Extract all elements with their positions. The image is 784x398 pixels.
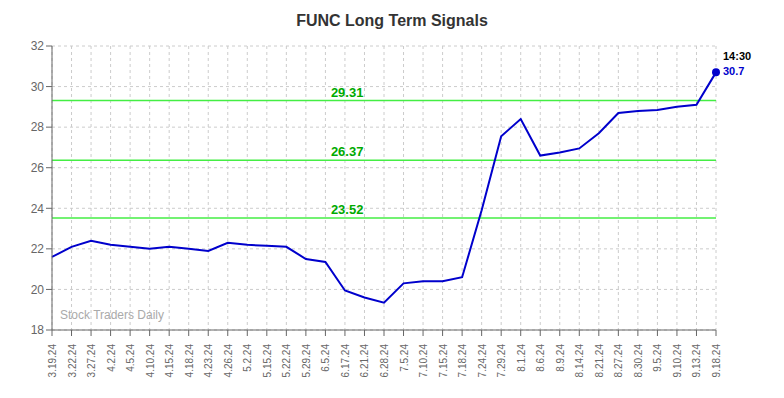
svg-text:6.28.24: 6.28.24 [379, 344, 390, 378]
svg-text:22: 22 [31, 242, 45, 256]
svg-text:8.30.24: 8.30.24 [633, 344, 644, 378]
svg-text:7.10.24: 7.10.24 [418, 344, 429, 378]
svg-text:4.26.24: 4.26.24 [223, 344, 234, 378]
svg-text:29.31: 29.31 [331, 85, 364, 100]
svg-text:26: 26 [31, 161, 45, 175]
svg-text:5.22.24: 5.22.24 [281, 344, 292, 378]
svg-text:3.22.24: 3.22.24 [67, 344, 78, 378]
html-text:FUNC Long Term Signals: FUNC Long Term Signals [296, 12, 488, 29]
svg-text:4.2.24: 4.2.24 [106, 344, 117, 372]
svg-text:3.19.24: 3.19.24 [47, 344, 58, 378]
svg-text:8.21.24: 8.21.24 [594, 344, 605, 378]
svg-text:6.21.24: 6.21.24 [359, 344, 370, 378]
svg-text:4.10.24: 4.10.24 [145, 344, 156, 378]
html-text:Stock Traders Daily: Stock Traders Daily [60, 308, 164, 322]
svg-text:8.6.24: 8.6.24 [535, 344, 546, 372]
svg-text:8.1.24: 8.1.24 [516, 344, 527, 372]
svg-text:20: 20 [31, 283, 45, 297]
svg-text:5.15.24: 5.15.24 [262, 344, 273, 378]
svg-text:7.18.24: 7.18.24 [457, 344, 468, 378]
svg-text:7.15.24: 7.15.24 [438, 344, 449, 378]
svg-text:9.13.24: 9.13.24 [691, 344, 702, 378]
svg-text:28: 28 [31, 120, 45, 134]
svg-text:7.24.24: 7.24.24 [477, 344, 488, 378]
svg-text:32: 32 [31, 39, 45, 53]
svg-text:23.52: 23.52 [331, 202, 364, 217]
svg-text:3.27.24: 3.27.24 [86, 344, 97, 378]
svg-text:14:30: 14:30 [723, 50, 751, 62]
svg-text:7.29.24: 7.29.24 [496, 344, 507, 378]
svg-text:9.5.24: 9.5.24 [652, 344, 663, 372]
svg-text:30: 30 [31, 80, 45, 94]
svg-text:4.18.24: 4.18.24 [184, 344, 195, 378]
svg-text:8.27.24: 8.27.24 [613, 344, 624, 378]
svg-text:8.9.24: 8.9.24 [555, 344, 566, 372]
svg-text:30.7: 30.7 [723, 65, 744, 77]
svg-text:26.37: 26.37 [331, 144, 364, 159]
svg-text:6.17.24: 6.17.24 [340, 344, 351, 378]
svg-text:4.5.24: 4.5.24 [125, 344, 136, 372]
svg-text:5.29.24: 5.29.24 [301, 344, 312, 378]
svg-text:5.2.24: 5.2.24 [242, 344, 253, 372]
svg-text:9.10.24: 9.10.24 [672, 344, 683, 378]
svg-text:4.15.24: 4.15.24 [164, 344, 175, 378]
svg-text:24: 24 [31, 202, 45, 216]
svg-text:9.18.24: 9.18.24 [711, 344, 722, 378]
svg-text:7.5.24: 7.5.24 [399, 344, 410, 372]
svg-text:18: 18 [31, 323, 45, 337]
svg-text:4.23.24: 4.23.24 [203, 344, 214, 378]
svg-text:6.5.24: 6.5.24 [320, 344, 331, 372]
svg-text:8.14.24: 8.14.24 [574, 344, 585, 378]
